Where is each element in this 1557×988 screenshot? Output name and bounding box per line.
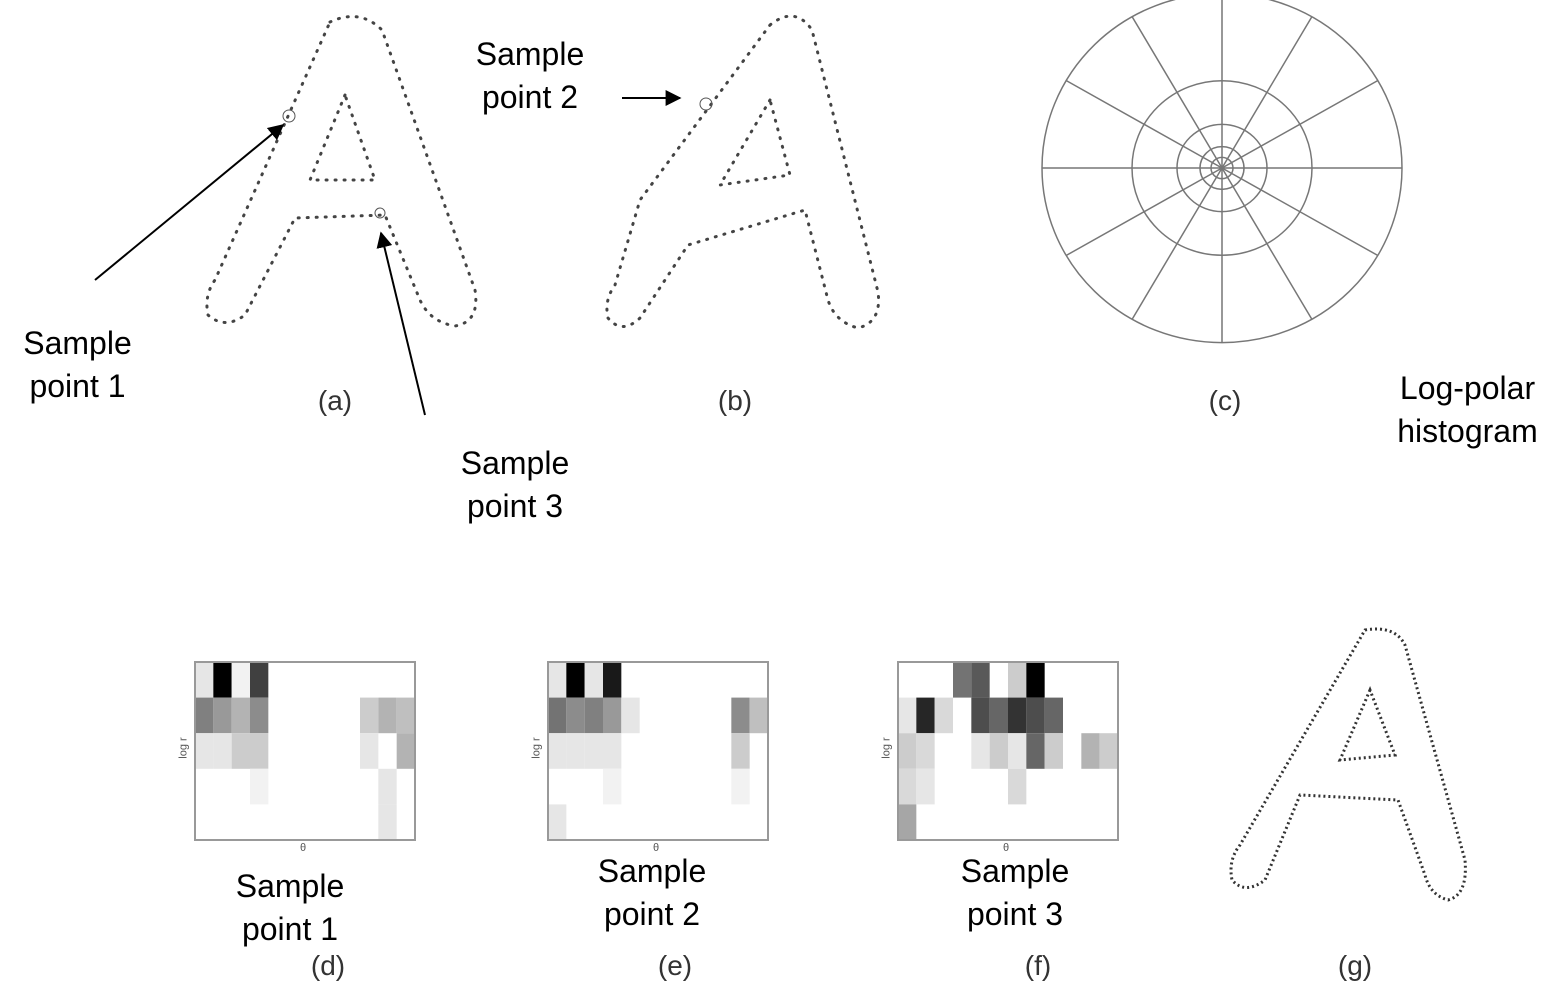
figure: Sample point 1 Sample point 3 (a) Sample… [0,0,1557,988]
histogram-cell [953,662,971,698]
histograms [195,662,1118,840]
histogram-cell [250,769,268,805]
histogram-cell [971,662,989,698]
histogram-cell [585,733,603,769]
spoke [1132,16,1222,168]
histogram-cell [898,804,916,840]
tangent-letter [1231,629,1465,900]
histogram-cell [1008,733,1026,769]
histogram-cell [250,698,268,734]
panel-label: (c) [1195,385,1255,417]
histogram-cell [1026,698,1044,734]
spoke [1222,168,1378,256]
histogram-cell [566,698,584,734]
histogram-cell [250,662,268,698]
histogram-cell [213,662,231,698]
histogram-cell [250,733,268,769]
spoke [1222,168,1312,320]
letter-a [207,17,476,326]
callout: Sample point 2 [455,33,605,119]
histogram-cell [360,733,378,769]
histogram-cell [1026,733,1044,769]
histogram-cell [548,698,566,734]
histogram-cell [232,662,250,698]
histogram-cell [378,698,396,734]
histogram-cell [585,662,603,698]
spoke [1132,168,1222,320]
callout: Sample point 1 [5,322,150,408]
histogram-cell [232,698,250,734]
histogram-cell [603,769,621,805]
histogram-cell [195,698,213,734]
caption: Sample point 2 [577,850,727,936]
histogram-cell [731,698,749,734]
panel-label: (a) [305,385,365,417]
y-axis-label: log r [531,737,543,758]
spoke [1066,168,1222,256]
caption: Sample point 1 [215,865,365,951]
histogram-cell [731,733,749,769]
caption: Sample point 3 [940,850,1090,936]
histogram-cell [916,698,934,734]
panel-label: (g) [1325,950,1385,982]
y-axis-label: log r [881,737,893,758]
histogram-cell [1045,698,1063,734]
histogram-cell [360,698,378,734]
histogram-cell [378,769,396,805]
histogram-cell [1008,769,1026,805]
histogram-cell [935,698,953,734]
histogram-cell [603,662,621,698]
histogram-cell [731,769,749,805]
histogram-cell [585,698,603,734]
histogram-cell [548,804,566,840]
histogram-cell [898,698,916,734]
panel-label: (b) [705,385,765,417]
histogram-cell [1008,698,1026,734]
histogram-cell [213,698,231,734]
histogram-cell [603,733,621,769]
histogram-cell [971,698,989,734]
log-polar-grid [1042,0,1402,343]
histogram-cell [378,804,396,840]
histogram-cell [621,698,639,734]
panel-label: (f) [1008,950,1068,982]
callout: Sample point 3 [440,442,590,528]
histogram-cell [566,733,584,769]
histogram-cell [195,733,213,769]
x-axis-label: θ [300,842,306,854]
y-axis-label: log r [178,737,190,758]
histogram-cell [898,733,916,769]
histogram-cell [916,733,934,769]
callout: Log-polar histogram [1380,367,1555,453]
histogram-cell [1081,733,1099,769]
histogram-cell [603,698,621,734]
histogram-cell [1045,733,1063,769]
histogram-cell [397,698,415,734]
spoke [1222,81,1378,169]
histogram-cell [397,733,415,769]
histogram-cell [1008,662,1026,698]
panel-label: (d) [298,950,358,982]
histogram-cell [990,698,1008,734]
histogram-cell [1026,662,1044,698]
histogram-cell [990,733,1008,769]
histogram-cell [971,733,989,769]
histogram-cell [566,662,584,698]
drawing [0,0,1557,988]
histogram-cell [750,698,768,734]
histogram-cell [916,769,934,805]
histogram-cell [232,733,250,769]
letter-b [607,16,879,328]
arrow [95,125,283,280]
histogram-cell [548,733,566,769]
panel-label: (e) [645,950,705,982]
spoke [1066,81,1222,169]
histogram-cell [548,662,566,698]
histogram-cell [898,769,916,805]
spoke [1222,16,1312,168]
histogram-cell [213,733,231,769]
histogram-cell [195,662,213,698]
histogram-cell [1100,733,1118,769]
